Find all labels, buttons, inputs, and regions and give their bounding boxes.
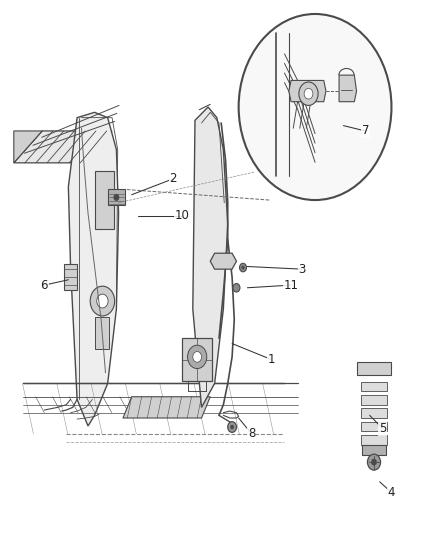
Text: 11: 11 [283, 279, 299, 292]
Polygon shape [210, 253, 237, 269]
Circle shape [299, 82, 318, 106]
Circle shape [114, 194, 119, 200]
Circle shape [193, 352, 201, 362]
Polygon shape [357, 362, 392, 375]
Polygon shape [68, 112, 119, 426]
Polygon shape [182, 338, 212, 381]
Text: 10: 10 [174, 209, 189, 222]
Polygon shape [361, 408, 387, 418]
Circle shape [97, 294, 108, 308]
Text: 3: 3 [298, 263, 306, 276]
Circle shape [367, 454, 381, 470]
Polygon shape [64, 264, 77, 290]
Polygon shape [14, 131, 112, 163]
Polygon shape [123, 397, 210, 418]
Polygon shape [339, 75, 357, 102]
Polygon shape [108, 189, 125, 205]
Polygon shape [361, 395, 387, 405]
Text: 1: 1 [268, 353, 275, 366]
Circle shape [239, 14, 392, 200]
Polygon shape [362, 445, 386, 455]
Circle shape [240, 263, 247, 272]
Polygon shape [14, 131, 42, 163]
Polygon shape [193, 107, 228, 407]
Circle shape [228, 422, 237, 432]
Polygon shape [361, 422, 387, 431]
Polygon shape [361, 435, 387, 445]
Text: 2: 2 [170, 172, 177, 185]
Circle shape [242, 266, 244, 269]
Text: 4: 4 [388, 486, 395, 499]
Polygon shape [289, 80, 326, 102]
Polygon shape [95, 171, 114, 229]
Polygon shape [361, 382, 387, 391]
Text: 5: 5 [379, 422, 386, 435]
Circle shape [304, 88, 313, 99]
Circle shape [371, 459, 377, 465]
Text: 8: 8 [248, 427, 255, 440]
Text: 6: 6 [41, 279, 48, 292]
Text: 7: 7 [361, 124, 369, 138]
Circle shape [90, 286, 115, 316]
Circle shape [233, 284, 240, 292]
Circle shape [187, 345, 207, 368]
Polygon shape [95, 317, 109, 349]
Circle shape [230, 425, 234, 429]
